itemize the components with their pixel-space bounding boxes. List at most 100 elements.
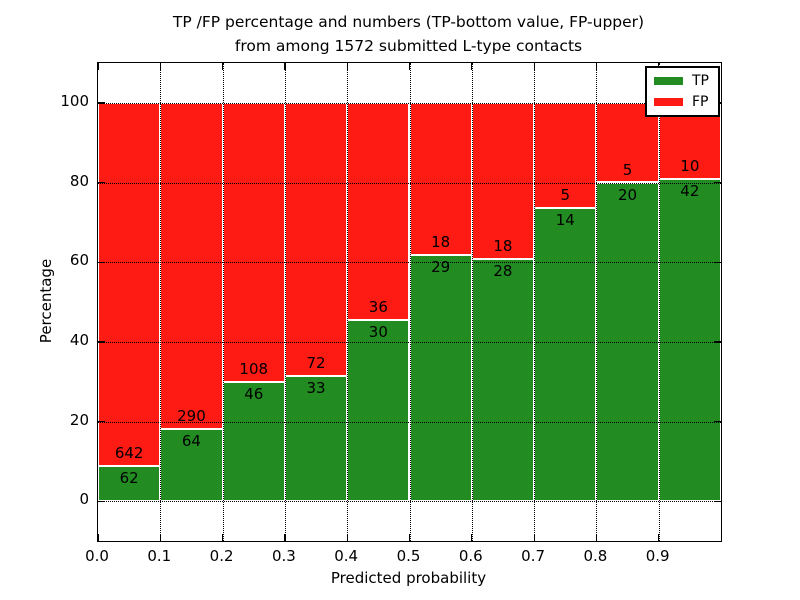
tp-bar-segment bbox=[409, 255, 472, 502]
tp-count-label: 14 bbox=[555, 210, 575, 229]
y-tick-label: 80 bbox=[69, 171, 89, 190]
y-tick-mark bbox=[98, 500, 105, 502]
tp-swatch-icon bbox=[654, 77, 683, 86]
tp-bar-segment bbox=[471, 258, 535, 502]
x-gridline bbox=[160, 63, 162, 541]
fp-bar-segment bbox=[284, 102, 348, 376]
tp-bar-segment bbox=[658, 179, 721, 502]
x-gridline bbox=[284, 63, 286, 541]
tp-bar-segment bbox=[534, 207, 597, 502]
tp-count-label: 29 bbox=[431, 258, 451, 277]
y-tick-mark bbox=[714, 341, 721, 343]
x-tick-mark bbox=[658, 534, 660, 541]
y-tick-mark bbox=[98, 420, 105, 423]
x-tick-mark bbox=[346, 534, 348, 541]
fp-count-label: 18 bbox=[493, 236, 513, 255]
tp-bar-segment bbox=[98, 466, 161, 502]
x-tick-mark bbox=[471, 63, 473, 70]
legend-label: TP bbox=[692, 73, 709, 90]
x-tick-label: 0.6 bbox=[458, 547, 483, 565]
legend: TP FP bbox=[645, 66, 720, 117]
tp-count-label: 33 bbox=[306, 378, 326, 397]
fp-swatch-icon bbox=[654, 97, 683, 106]
legend-entry-tp: TP bbox=[647, 74, 718, 88]
tp-count-label: 28 bbox=[493, 261, 513, 280]
y-tick-mark bbox=[714, 420, 721, 423]
x-tick-label: 0.5 bbox=[396, 547, 421, 565]
y-tick-mark bbox=[714, 181, 721, 184]
y-tick-mark bbox=[98, 261, 105, 263]
x-tick-label: 0.2 bbox=[209, 547, 234, 565]
tp-count-label: 62 bbox=[119, 469, 139, 488]
fp-bar-segment bbox=[222, 102, 285, 383]
x-tick-label: 0.0 bbox=[85, 547, 109, 565]
x-tick-mark bbox=[408, 63, 411, 70]
x-tick-mark bbox=[284, 534, 286, 541]
x-tick-mark bbox=[533, 63, 535, 70]
plot-area: 642 62 290 64 108 46 72 33 36 30 18 29 18 28 5 14 5 20 10 4… bbox=[97, 62, 722, 542]
y-tick-label: 0 bbox=[79, 490, 89, 509]
tp-bar-segment bbox=[160, 429, 223, 502]
x-tick-mark bbox=[595, 534, 598, 541]
x-tick-mark bbox=[159, 63, 161, 70]
fp-bar-segment bbox=[347, 102, 410, 321]
x-tick-mark bbox=[408, 534, 411, 541]
x-tick-mark bbox=[159, 534, 161, 541]
y-tick-label: 60 bbox=[69, 251, 89, 270]
legend-label: FP bbox=[692, 93, 709, 110]
tp-bar-segment bbox=[284, 375, 348, 502]
chart-title-line2: from among 1572 submitted L-type contact… bbox=[234, 37, 583, 56]
fp-count-label: 290 bbox=[177, 407, 206, 426]
y-tick-mark bbox=[98, 181, 105, 184]
x-tick-mark bbox=[284, 63, 286, 70]
tp-count-label: 46 bbox=[244, 385, 264, 404]
y-tick-mark bbox=[714, 261, 721, 263]
x-tick-mark bbox=[533, 534, 535, 541]
fp-count-label: 5 bbox=[560, 185, 571, 204]
fp-count-label: 5 bbox=[622, 160, 633, 179]
x-tick-label: 0.7 bbox=[521, 547, 546, 565]
x-axis-label: Predicted probability bbox=[330, 569, 487, 587]
y-tick-label: 20 bbox=[69, 410, 89, 429]
x-tick-label: 0.4 bbox=[334, 547, 359, 565]
tp-count-label: 42 bbox=[680, 182, 700, 201]
tp-count-label: 64 bbox=[181, 432, 201, 451]
y-tick-mark bbox=[714, 500, 721, 502]
x-tick-label: 0.3 bbox=[271, 547, 296, 565]
x-gridline bbox=[409, 63, 411, 541]
tp-count-label: 30 bbox=[368, 323, 388, 342]
x-tick-mark bbox=[222, 63, 224, 70]
fp-count-label: 642 bbox=[114, 444, 144, 463]
tp-bar-segment bbox=[347, 320, 410, 502]
x-tick-mark bbox=[471, 534, 473, 541]
legend-entry-fp: FP bbox=[647, 95, 718, 109]
chart-title: TP /FP percentage and numbers (TP-bottom… bbox=[60, 10, 757, 58]
x-gridline bbox=[596, 63, 598, 541]
fp-count-label: 72 bbox=[306, 353, 326, 372]
x-tick-mark bbox=[97, 63, 99, 70]
x-tick-mark bbox=[595, 63, 598, 70]
x-tick-mark bbox=[222, 534, 224, 541]
x-tick-mark bbox=[97, 534, 99, 541]
fp-bar-segment bbox=[471, 102, 535, 259]
fp-count-label: 18 bbox=[431, 233, 451, 252]
fp-count-label: 10 bbox=[680, 157, 700, 176]
x-gridline bbox=[222, 63, 224, 541]
tp-count-label: 20 bbox=[617, 185, 638, 204]
x-tick-label: 0.1 bbox=[147, 547, 172, 565]
x-tick-mark bbox=[346, 63, 348, 70]
fp-count-label: 108 bbox=[239, 360, 269, 379]
x-gridline bbox=[534, 63, 536, 541]
x-tick-label: 0.8 bbox=[583, 547, 608, 565]
y-tick-label: 40 bbox=[69, 330, 89, 349]
chart-title-line1: TP /FP percentage and numbers (TP-bottom… bbox=[172, 13, 645, 31]
y-tick-label: 100 bbox=[60, 91, 89, 110]
x-gridline bbox=[658, 63, 660, 541]
y-tick-mark bbox=[98, 102, 105, 104]
x-gridline bbox=[471, 63, 473, 541]
fp-bar-segment bbox=[160, 102, 223, 430]
fp-count-label: 36 bbox=[368, 298, 388, 317]
y-tick-mark bbox=[98, 341, 105, 343]
x-gridline bbox=[347, 63, 349, 541]
